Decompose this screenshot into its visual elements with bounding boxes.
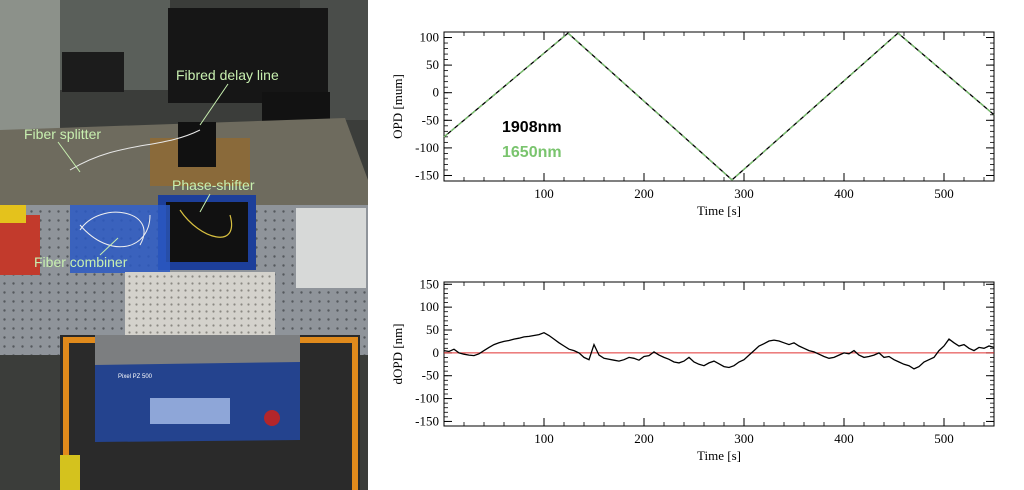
chart1-frame: [443, 281, 995, 427]
opd-charts: 1908nm 1650nm 100 200 300 400 500-150-100-50…: [390, 30, 995, 463]
chart0-ytick-label: -50: [422, 112, 439, 127]
arrow-fiber-combiner: [99, 237, 119, 256]
label-fiber-splitter: Fiber splitter: [24, 126, 101, 142]
chart1-xtick-label: 500: [934, 431, 954, 446]
chart1-xtick-label: 100: [534, 431, 554, 446]
chart0-xlabel: Time [s]: [697, 203, 741, 218]
chart0-legend-1650: 1650nm: [502, 144, 562, 161]
chart1-ytick-label: 0: [433, 345, 440, 360]
chart0-ytick-label: -100: [415, 140, 439, 155]
chart0-legend-1908: 1908nm: [502, 119, 562, 136]
chart0-xtick-label: 100: [534, 186, 554, 201]
chart0-xtick-label: 500: [934, 186, 954, 201]
chart1-ytick-label: 100: [420, 299, 440, 314]
chart1-ytick-label: 150: [420, 276, 440, 291]
label-fibred-delay-line: Fibred delay line: [176, 67, 279, 83]
label-phase-shifter: Phase-shifter: [172, 177, 255, 193]
chart0-ylabel: OPD [mum]: [390, 74, 405, 139]
opd-chart: 1908nm 1650nm 100 200 300 400 500-150-100-50…: [390, 30, 995, 218]
arrow-fiber-splitter: [57, 141, 81, 173]
chart0-ytick-label: 50: [426, 57, 439, 72]
chart1-ytick-label: -150: [415, 413, 439, 428]
arrow-delay-line: [199, 83, 229, 126]
label-fiber-combiner: Fiber combiner: [34, 254, 128, 270]
chart1-series-0-line: [443, 331, 995, 370]
chart1-xtick-label: 400: [834, 431, 854, 446]
chart0-xtick-label: 400: [834, 186, 854, 201]
lab-setup-photo: Pixel PZ 500 Fibred delay line Fiber spl…: [0, 0, 368, 490]
chart1-ytick-label: 50: [426, 322, 439, 337]
chart0-frame: [443, 31, 995, 182]
chart0-ytick-label: 100: [420, 30, 440, 45]
device-name: Pixel PZ 500: [118, 374, 153, 380]
chart1-ytick-label: -50: [422, 368, 439, 383]
chart0-ytick-label: -150: [415, 167, 439, 182]
chart0-ytick-label: 0: [433, 85, 440, 100]
dopd-chart: 100 200 300 400 500 -150 -100 -50 0 50 100 150 Time …: [390, 276, 995, 463]
chart1-xtick-label: 300: [734, 431, 754, 446]
chart1-xtick-label: 200: [634, 431, 654, 446]
chart1-xlabel: Time [s]: [697, 448, 741, 463]
chart0-series-1-line: [443, 32, 995, 181]
chart1-ylabel: dOPD [nm]: [390, 323, 405, 384]
chart1-ytick-label: -100: [415, 391, 439, 406]
arrow-phase-shifter: [199, 193, 211, 213]
chart0-xtick-label: 300: [734, 186, 754, 201]
chart0-xtick-label: 200: [634, 186, 654, 201]
